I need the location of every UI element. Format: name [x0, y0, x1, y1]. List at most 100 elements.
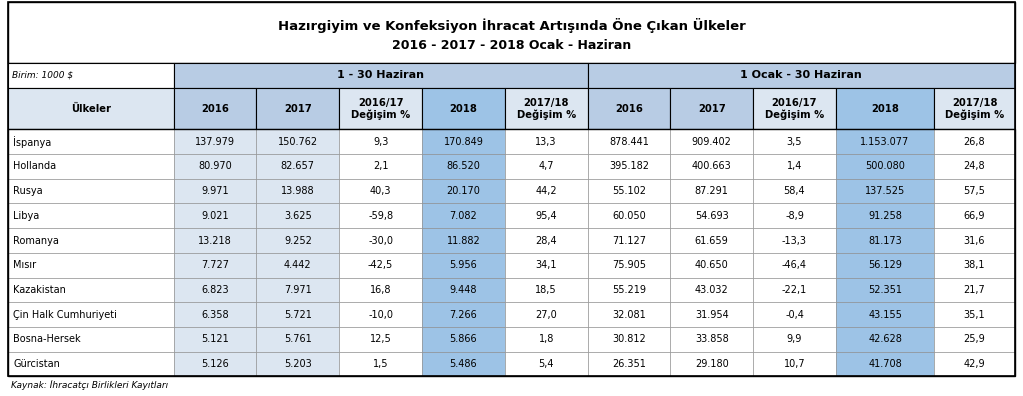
Bar: [422, 204, 504, 228]
Text: 5.203: 5.203: [284, 359, 312, 369]
Text: 40,3: 40,3: [370, 186, 392, 196]
Text: 29.180: 29.180: [695, 359, 728, 369]
Text: 9.021: 9.021: [202, 211, 229, 221]
Bar: [753, 302, 836, 327]
Bar: [174, 327, 257, 352]
Text: Kazakistan: Kazakistan: [13, 285, 66, 295]
Bar: [8, 179, 174, 204]
Text: -42,5: -42,5: [368, 260, 393, 270]
Bar: [422, 179, 504, 204]
Bar: [340, 129, 422, 154]
Text: 5.121: 5.121: [202, 334, 229, 345]
Bar: [340, 327, 422, 352]
Bar: [340, 253, 422, 278]
Bar: [934, 302, 1015, 327]
Bar: [836, 302, 934, 327]
Bar: [340, 228, 422, 253]
Bar: [422, 253, 504, 278]
Bar: [836, 204, 934, 228]
Text: 71.127: 71.127: [612, 236, 646, 246]
Bar: [836, 327, 934, 352]
Text: 55.102: 55.102: [612, 186, 646, 196]
Text: 57,5: 57,5: [964, 186, 985, 196]
Bar: [587, 63, 1015, 88]
Text: 38,1: 38,1: [964, 260, 985, 270]
Bar: [174, 154, 257, 179]
Bar: [422, 302, 504, 327]
Text: Birim: 1000 $: Birim: 1000 $: [12, 71, 74, 80]
Bar: [422, 88, 504, 129]
Bar: [836, 253, 934, 278]
Text: 2017: 2017: [698, 104, 725, 114]
Bar: [670, 278, 753, 302]
Bar: [174, 253, 257, 278]
Text: 43.155: 43.155: [869, 310, 902, 320]
Text: 34,1: 34,1: [535, 260, 557, 270]
Text: 81.173: 81.173: [869, 236, 902, 246]
Text: 9.971: 9.971: [202, 186, 229, 196]
Bar: [504, 129, 587, 154]
Bar: [504, 228, 587, 253]
Text: 395.182: 395.182: [609, 162, 649, 171]
Text: 13.988: 13.988: [281, 186, 315, 196]
Text: 1,5: 1,5: [373, 359, 389, 369]
Bar: [670, 129, 753, 154]
Text: Kaynak: İhracatçı Birlikleri Kayıtları: Kaynak: İhracatçı Birlikleri Kayıtları: [11, 380, 169, 390]
Text: 40.650: 40.650: [695, 260, 728, 270]
Bar: [422, 352, 504, 376]
Bar: [670, 253, 753, 278]
Bar: [340, 88, 422, 129]
Text: 42.628: 42.628: [869, 334, 902, 345]
Text: 5.956: 5.956: [449, 260, 478, 270]
Text: 27,0: 27,0: [535, 310, 558, 320]
Text: 2016: 2016: [202, 104, 229, 114]
Bar: [587, 129, 670, 154]
Bar: [934, 253, 1015, 278]
Bar: [8, 154, 174, 179]
Text: 10,7: 10,7: [784, 359, 805, 369]
Bar: [340, 179, 422, 204]
Bar: [8, 129, 1015, 376]
Bar: [934, 204, 1015, 228]
Text: Libya: Libya: [13, 211, 40, 221]
Bar: [753, 179, 836, 204]
Bar: [670, 204, 753, 228]
Text: 60.050: 60.050: [612, 211, 646, 221]
Bar: [174, 204, 257, 228]
Text: 1 - 30 Haziran: 1 - 30 Haziran: [338, 70, 425, 80]
Text: 87.291: 87.291: [695, 186, 728, 196]
Bar: [340, 154, 422, 179]
Bar: [587, 302, 670, 327]
Bar: [934, 327, 1015, 352]
Text: -46,4: -46,4: [782, 260, 807, 270]
Bar: [587, 327, 670, 352]
Bar: [257, 154, 340, 179]
Bar: [934, 352, 1015, 376]
Text: 7.266: 7.266: [449, 310, 478, 320]
Bar: [587, 228, 670, 253]
Text: 4.442: 4.442: [284, 260, 312, 270]
Text: 137.979: 137.979: [195, 137, 235, 147]
Bar: [257, 204, 340, 228]
Text: Ülkeler: Ülkeler: [71, 104, 110, 114]
Bar: [504, 253, 587, 278]
Bar: [174, 352, 257, 376]
Text: Hollanda: Hollanda: [13, 162, 56, 171]
Text: 3,5: 3,5: [787, 137, 802, 147]
Text: 7.971: 7.971: [284, 285, 312, 295]
Text: -13,3: -13,3: [782, 236, 807, 246]
Bar: [587, 154, 670, 179]
Text: 2018: 2018: [872, 104, 899, 114]
Bar: [257, 278, 340, 302]
Text: 61.659: 61.659: [695, 236, 728, 246]
Text: 75.905: 75.905: [612, 260, 646, 270]
Text: 91.258: 91.258: [869, 211, 902, 221]
Bar: [422, 154, 504, 179]
Text: 400.663: 400.663: [692, 162, 731, 171]
Text: 5.761: 5.761: [284, 334, 312, 345]
Text: 2016 - 2017 - 2018 Ocak - Haziran: 2016 - 2017 - 2018 Ocak - Haziran: [392, 39, 631, 52]
Bar: [753, 88, 836, 129]
Bar: [587, 253, 670, 278]
Text: -10,0: -10,0: [368, 310, 393, 320]
Bar: [174, 129, 257, 154]
